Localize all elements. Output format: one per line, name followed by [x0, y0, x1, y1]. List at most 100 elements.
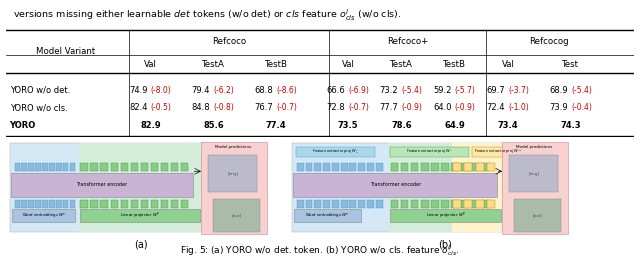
FancyBboxPatch shape: [376, 200, 383, 208]
FancyBboxPatch shape: [131, 163, 138, 171]
FancyBboxPatch shape: [70, 200, 76, 208]
FancyBboxPatch shape: [213, 199, 260, 232]
Text: Word embeddings $W^e$: Word embeddings $W^e$: [22, 211, 66, 220]
FancyBboxPatch shape: [487, 200, 495, 208]
Text: [img]: [img]: [528, 172, 540, 176]
Text: Linear projector $W^P$: Linear projector $W^P$: [426, 211, 465, 221]
FancyBboxPatch shape: [79, 143, 201, 232]
Text: Transformer encoder: Transformer encoder: [76, 183, 127, 188]
FancyBboxPatch shape: [63, 163, 68, 171]
Text: (-0.8): (-0.8): [213, 103, 234, 112]
FancyBboxPatch shape: [22, 163, 27, 171]
Text: Feature extractor proj $W^{cls}$: Feature extractor proj $W^{cls}$: [474, 148, 523, 156]
FancyBboxPatch shape: [100, 163, 108, 171]
Text: Feature extractor proj $W^I_V$: Feature extractor proj $W^I_V$: [312, 148, 359, 156]
FancyBboxPatch shape: [472, 148, 525, 157]
FancyBboxPatch shape: [431, 163, 438, 171]
FancyBboxPatch shape: [161, 200, 168, 208]
FancyBboxPatch shape: [141, 200, 148, 208]
Text: (-5.4): (-5.4): [401, 86, 422, 95]
Text: 85.6: 85.6: [203, 121, 224, 130]
FancyBboxPatch shape: [201, 142, 267, 234]
FancyBboxPatch shape: [63, 200, 68, 208]
Text: 77.4: 77.4: [266, 121, 287, 130]
Text: [out]: [out]: [232, 213, 241, 217]
FancyBboxPatch shape: [390, 148, 469, 157]
Text: (-6.9): (-6.9): [348, 86, 369, 95]
Text: 68.9: 68.9: [549, 86, 568, 95]
Text: (-0.9): (-0.9): [401, 103, 422, 112]
FancyBboxPatch shape: [411, 200, 419, 208]
FancyBboxPatch shape: [111, 200, 118, 208]
Text: versions missing either learnable $\mathit{det}$ tokens (w/o det) or $\mathit{cl: versions missing either learnable $\math…: [13, 8, 401, 23]
FancyBboxPatch shape: [340, 163, 348, 171]
Text: 59.2: 59.2: [433, 86, 452, 95]
FancyBboxPatch shape: [431, 200, 438, 208]
FancyBboxPatch shape: [323, 163, 330, 171]
Text: (a): (a): [134, 239, 148, 249]
FancyBboxPatch shape: [292, 143, 502, 232]
FancyBboxPatch shape: [452, 143, 502, 232]
Text: 73.5: 73.5: [338, 121, 358, 130]
FancyBboxPatch shape: [10, 143, 264, 232]
Text: YORO w/o det.: YORO w/o det.: [10, 86, 70, 95]
FancyBboxPatch shape: [451, 163, 459, 171]
Text: Model Variant: Model Variant: [36, 47, 95, 56]
FancyBboxPatch shape: [150, 200, 158, 208]
Text: 73.9: 73.9: [549, 103, 568, 112]
FancyBboxPatch shape: [90, 200, 98, 208]
FancyBboxPatch shape: [441, 163, 449, 171]
Text: (-0.5): (-0.5): [150, 103, 172, 112]
FancyBboxPatch shape: [367, 163, 374, 171]
Text: 64.0: 64.0: [433, 103, 452, 112]
FancyBboxPatch shape: [421, 200, 429, 208]
Text: 79.4: 79.4: [192, 86, 211, 95]
FancyBboxPatch shape: [111, 163, 118, 171]
Text: Transformer encoder: Transformer encoder: [370, 183, 421, 188]
FancyBboxPatch shape: [411, 163, 419, 171]
Text: 82.4: 82.4: [129, 103, 148, 112]
FancyBboxPatch shape: [297, 200, 304, 208]
Text: TestB: TestB: [264, 59, 287, 69]
FancyBboxPatch shape: [464, 163, 472, 171]
Text: 73.4: 73.4: [498, 121, 518, 130]
FancyBboxPatch shape: [358, 200, 365, 208]
Text: 69.7: 69.7: [486, 86, 505, 95]
FancyBboxPatch shape: [15, 200, 20, 208]
FancyBboxPatch shape: [481, 200, 489, 208]
FancyBboxPatch shape: [464, 200, 472, 208]
Text: 82.9: 82.9: [140, 121, 161, 130]
FancyBboxPatch shape: [476, 200, 484, 208]
FancyBboxPatch shape: [515, 199, 561, 232]
FancyBboxPatch shape: [141, 163, 148, 171]
FancyBboxPatch shape: [358, 163, 365, 171]
FancyBboxPatch shape: [56, 200, 61, 208]
Text: (b): (b): [438, 239, 452, 249]
FancyBboxPatch shape: [180, 200, 188, 208]
FancyBboxPatch shape: [389, 143, 502, 232]
Text: 74.9: 74.9: [129, 86, 148, 95]
Text: Fig. 5: (a) YORO w/o det. token. (b) YORO w/o cls. feature $o^l_{cls}$.: Fig. 5: (a) YORO w/o det. token. (b) YOR…: [180, 243, 460, 258]
FancyBboxPatch shape: [453, 163, 461, 171]
FancyBboxPatch shape: [487, 163, 495, 171]
Text: TestB: TestB: [444, 59, 467, 69]
Text: (-0.4): (-0.4): [571, 103, 592, 112]
Text: (-0.7): (-0.7): [276, 103, 297, 112]
FancyBboxPatch shape: [476, 163, 484, 171]
FancyBboxPatch shape: [35, 163, 41, 171]
Text: (-1.0): (-1.0): [508, 103, 529, 112]
Text: TestA: TestA: [390, 59, 413, 69]
Text: Test: Test: [563, 59, 579, 69]
Text: 77.7: 77.7: [380, 103, 398, 112]
FancyBboxPatch shape: [22, 200, 27, 208]
FancyBboxPatch shape: [42, 163, 48, 171]
Text: 84.8: 84.8: [191, 103, 211, 112]
FancyBboxPatch shape: [35, 200, 41, 208]
FancyBboxPatch shape: [401, 163, 408, 171]
Text: Val: Val: [144, 59, 157, 69]
Text: 76.7: 76.7: [254, 103, 273, 112]
Text: [out]: [out]: [532, 213, 543, 217]
FancyBboxPatch shape: [509, 155, 558, 192]
FancyBboxPatch shape: [70, 163, 76, 171]
FancyBboxPatch shape: [323, 200, 330, 208]
